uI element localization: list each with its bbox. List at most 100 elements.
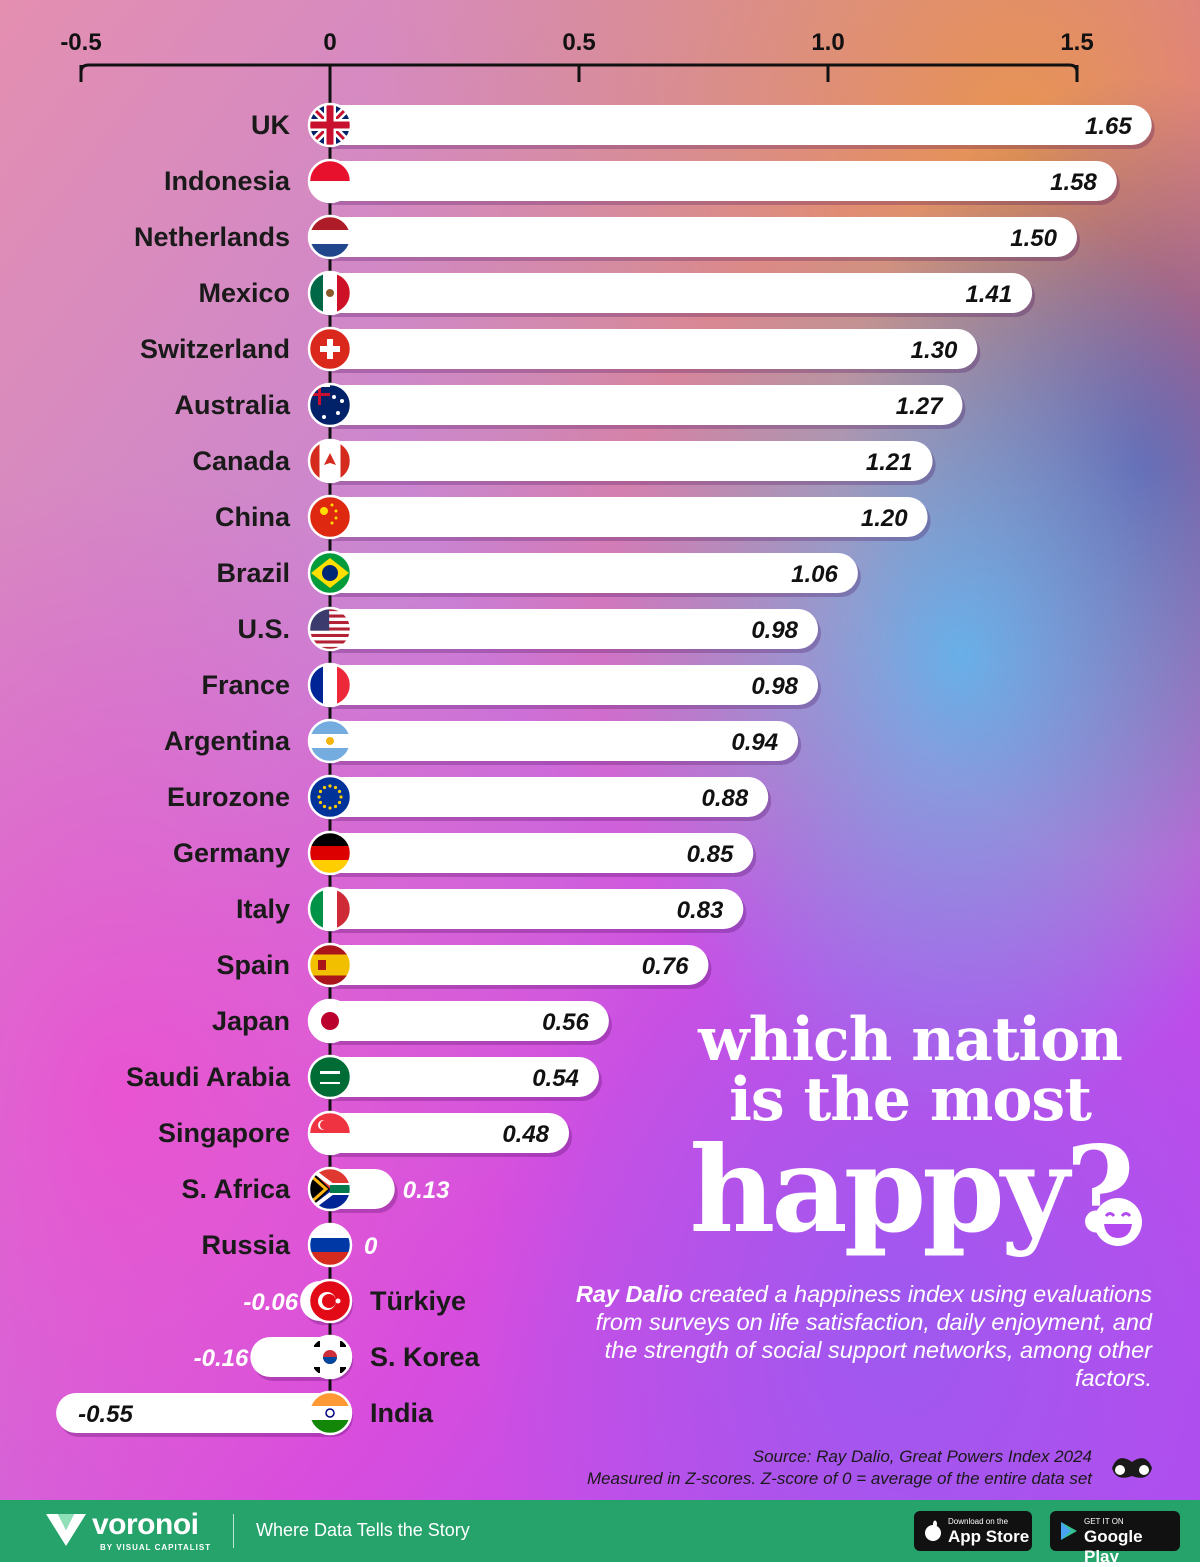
zscore-note: Measured in Z-scores. Z-score of 0 = ave… <box>586 1469 1092 1488</box>
bar-row <box>307 1110 573 1157</box>
country-label: Canada <box>192 446 291 476</box>
footer: voronoi BY VISUAL CAPITALIST Where Data … <box>0 1500 1200 1566</box>
app-store-button[interactable]: Download on the App Store <box>914 1511 1032 1551</box>
bar <box>310 945 709 985</box>
country-label: Türkiye <box>370 1286 466 1316</box>
bar <box>56 1393 350 1433</box>
saudi-arabia-flag-icon <box>307 1054 353 1100</box>
bar <box>310 161 1117 201</box>
value-label: 1.06 <box>791 561 838 588</box>
bar-row <box>307 774 772 821</box>
headline-line3: happy? <box>689 1120 1135 1259</box>
bar-row <box>307 158 1120 205</box>
description-bold: Ray Dalio <box>575 1281 683 1307</box>
google-play-icon <box>1061 1522 1077 1540</box>
google-play-button[interactable]: GET IT ON Google Play <box>1050 1511 1180 1566</box>
italy-flag-icon <box>307 886 353 932</box>
bar-row <box>307 382 966 429</box>
country-label: Indonesia <box>164 166 291 196</box>
bar <box>310 105 1152 145</box>
bar <box>310 1113 570 1153</box>
country-label: France <box>201 670 290 700</box>
bar-row <box>307 326 981 373</box>
axis-tick-label: -0.5 <box>60 29 101 56</box>
brand-subtitle: BY VISUAL CAPITALIST <box>100 1543 212 1552</box>
bar <box>310 329 978 369</box>
country-label: Singapore <box>158 1118 290 1148</box>
bar-row <box>307 998 612 1045</box>
value-label: 0.54 <box>532 1065 579 1092</box>
south-korea-flag-icon <box>307 1334 353 1380</box>
bar-row <box>307 214 1080 261</box>
bar-row <box>300 1278 353 1325</box>
china-flag-icon <box>307 494 353 540</box>
bar-row <box>307 1166 398 1213</box>
bar <box>310 1001 609 1041</box>
value-label: 0.94 <box>731 729 778 756</box>
bar <box>310 665 819 705</box>
value-label: 0.98 <box>751 673 798 700</box>
value-label: -0.55 <box>78 1401 133 1428</box>
singapore-flag-icon <box>307 1110 353 1156</box>
bar-row <box>307 550 861 597</box>
bar <box>310 217 1077 257</box>
argentina-flag-icon <box>307 718 353 764</box>
netherlands-flag-icon <box>307 214 353 260</box>
description-text: created a happiness index using evaluati… <box>595 1281 1152 1391</box>
eurozone-flag-icon <box>307 774 353 820</box>
bar-row <box>307 1222 353 1268</box>
bar-row <box>307 942 712 989</box>
value-label: 0 <box>364 1233 378 1260</box>
country-label: Mexico <box>198 278 290 308</box>
bar <box>310 497 928 537</box>
google-play-label: Google Play <box>1084 1527 1143 1566</box>
value-label: 1.27 <box>896 393 944 420</box>
country-label: Eurozone <box>167 782 290 812</box>
headline-line1: which nation <box>698 1005 1123 1075</box>
happiness-bar-chart: -0.5 0 0.5 1.0 1.5 UK 1.65 Indonesia 1.58 Nether… <box>56 29 1155 1437</box>
canada-flag-icon <box>307 438 353 484</box>
bar-row <box>307 1054 602 1101</box>
value-label: 0.85 <box>687 841 734 868</box>
value-label: 1.20 <box>861 505 908 532</box>
russia-flag-icon <box>307 1222 353 1268</box>
value-label: 0.98 <box>751 617 798 644</box>
country-label: Brazil <box>216 558 290 588</box>
country-label: Spain <box>216 950 290 980</box>
source-line: Source: Ray Dalio, Great Powers Index 20… <box>752 1447 1092 1466</box>
laughing-face-icon <box>1094 1198 1142 1246</box>
headline-line2: is the most <box>729 1065 1092 1135</box>
value-label: 1.30 <box>911 337 958 364</box>
turkiye-flag-icon <box>307 1278 353 1324</box>
headline: which nation is the most happy? <box>640 1010 1180 1250</box>
bar <box>310 889 744 929</box>
switzerland-flag-icon <box>307 326 353 372</box>
spain-flag-icon <box>307 942 353 988</box>
google-play-small: GET IT ON <box>1084 1517 1124 1526</box>
brazil-flag-icon <box>307 550 353 596</box>
bar <box>310 721 799 761</box>
app-store-label: App Store <box>948 1527 1030 1546</box>
value-label: 0.76 <box>642 953 689 980</box>
bar-row <box>307 606 822 653</box>
voronoi-logo-icon[interactable] <box>44 1510 88 1550</box>
brand-name[interactable]: voronoi <box>92 1508 199 1541</box>
country-label: S. Africa <box>181 1174 291 1204</box>
value-label: 1.58 <box>1050 169 1097 196</box>
bar-row <box>307 494 931 541</box>
bar-row <box>307 438 936 485</box>
axis-tick-label: 1.5 <box>1060 29 1093 56</box>
uk-flag-icon <box>307 102 353 148</box>
value-label: 0.48 <box>502 1121 549 1148</box>
country-label: Japan <box>212 1006 290 1036</box>
south-africa-flag-icon <box>307 1166 353 1212</box>
bar <box>310 441 933 481</box>
value-label: 0.56 <box>542 1009 589 1036</box>
country-label: Switzerland <box>140 334 290 364</box>
bar-row <box>307 830 757 877</box>
country-label: S. Korea <box>370 1342 481 1372</box>
labels: UK 1.65 Indonesia 1.58 Netherlands 1.50 Mexico… <box>78 110 1132 1428</box>
bar <box>310 1057 599 1097</box>
bar-row <box>307 662 822 709</box>
value-label: 1.41 <box>965 281 1012 308</box>
